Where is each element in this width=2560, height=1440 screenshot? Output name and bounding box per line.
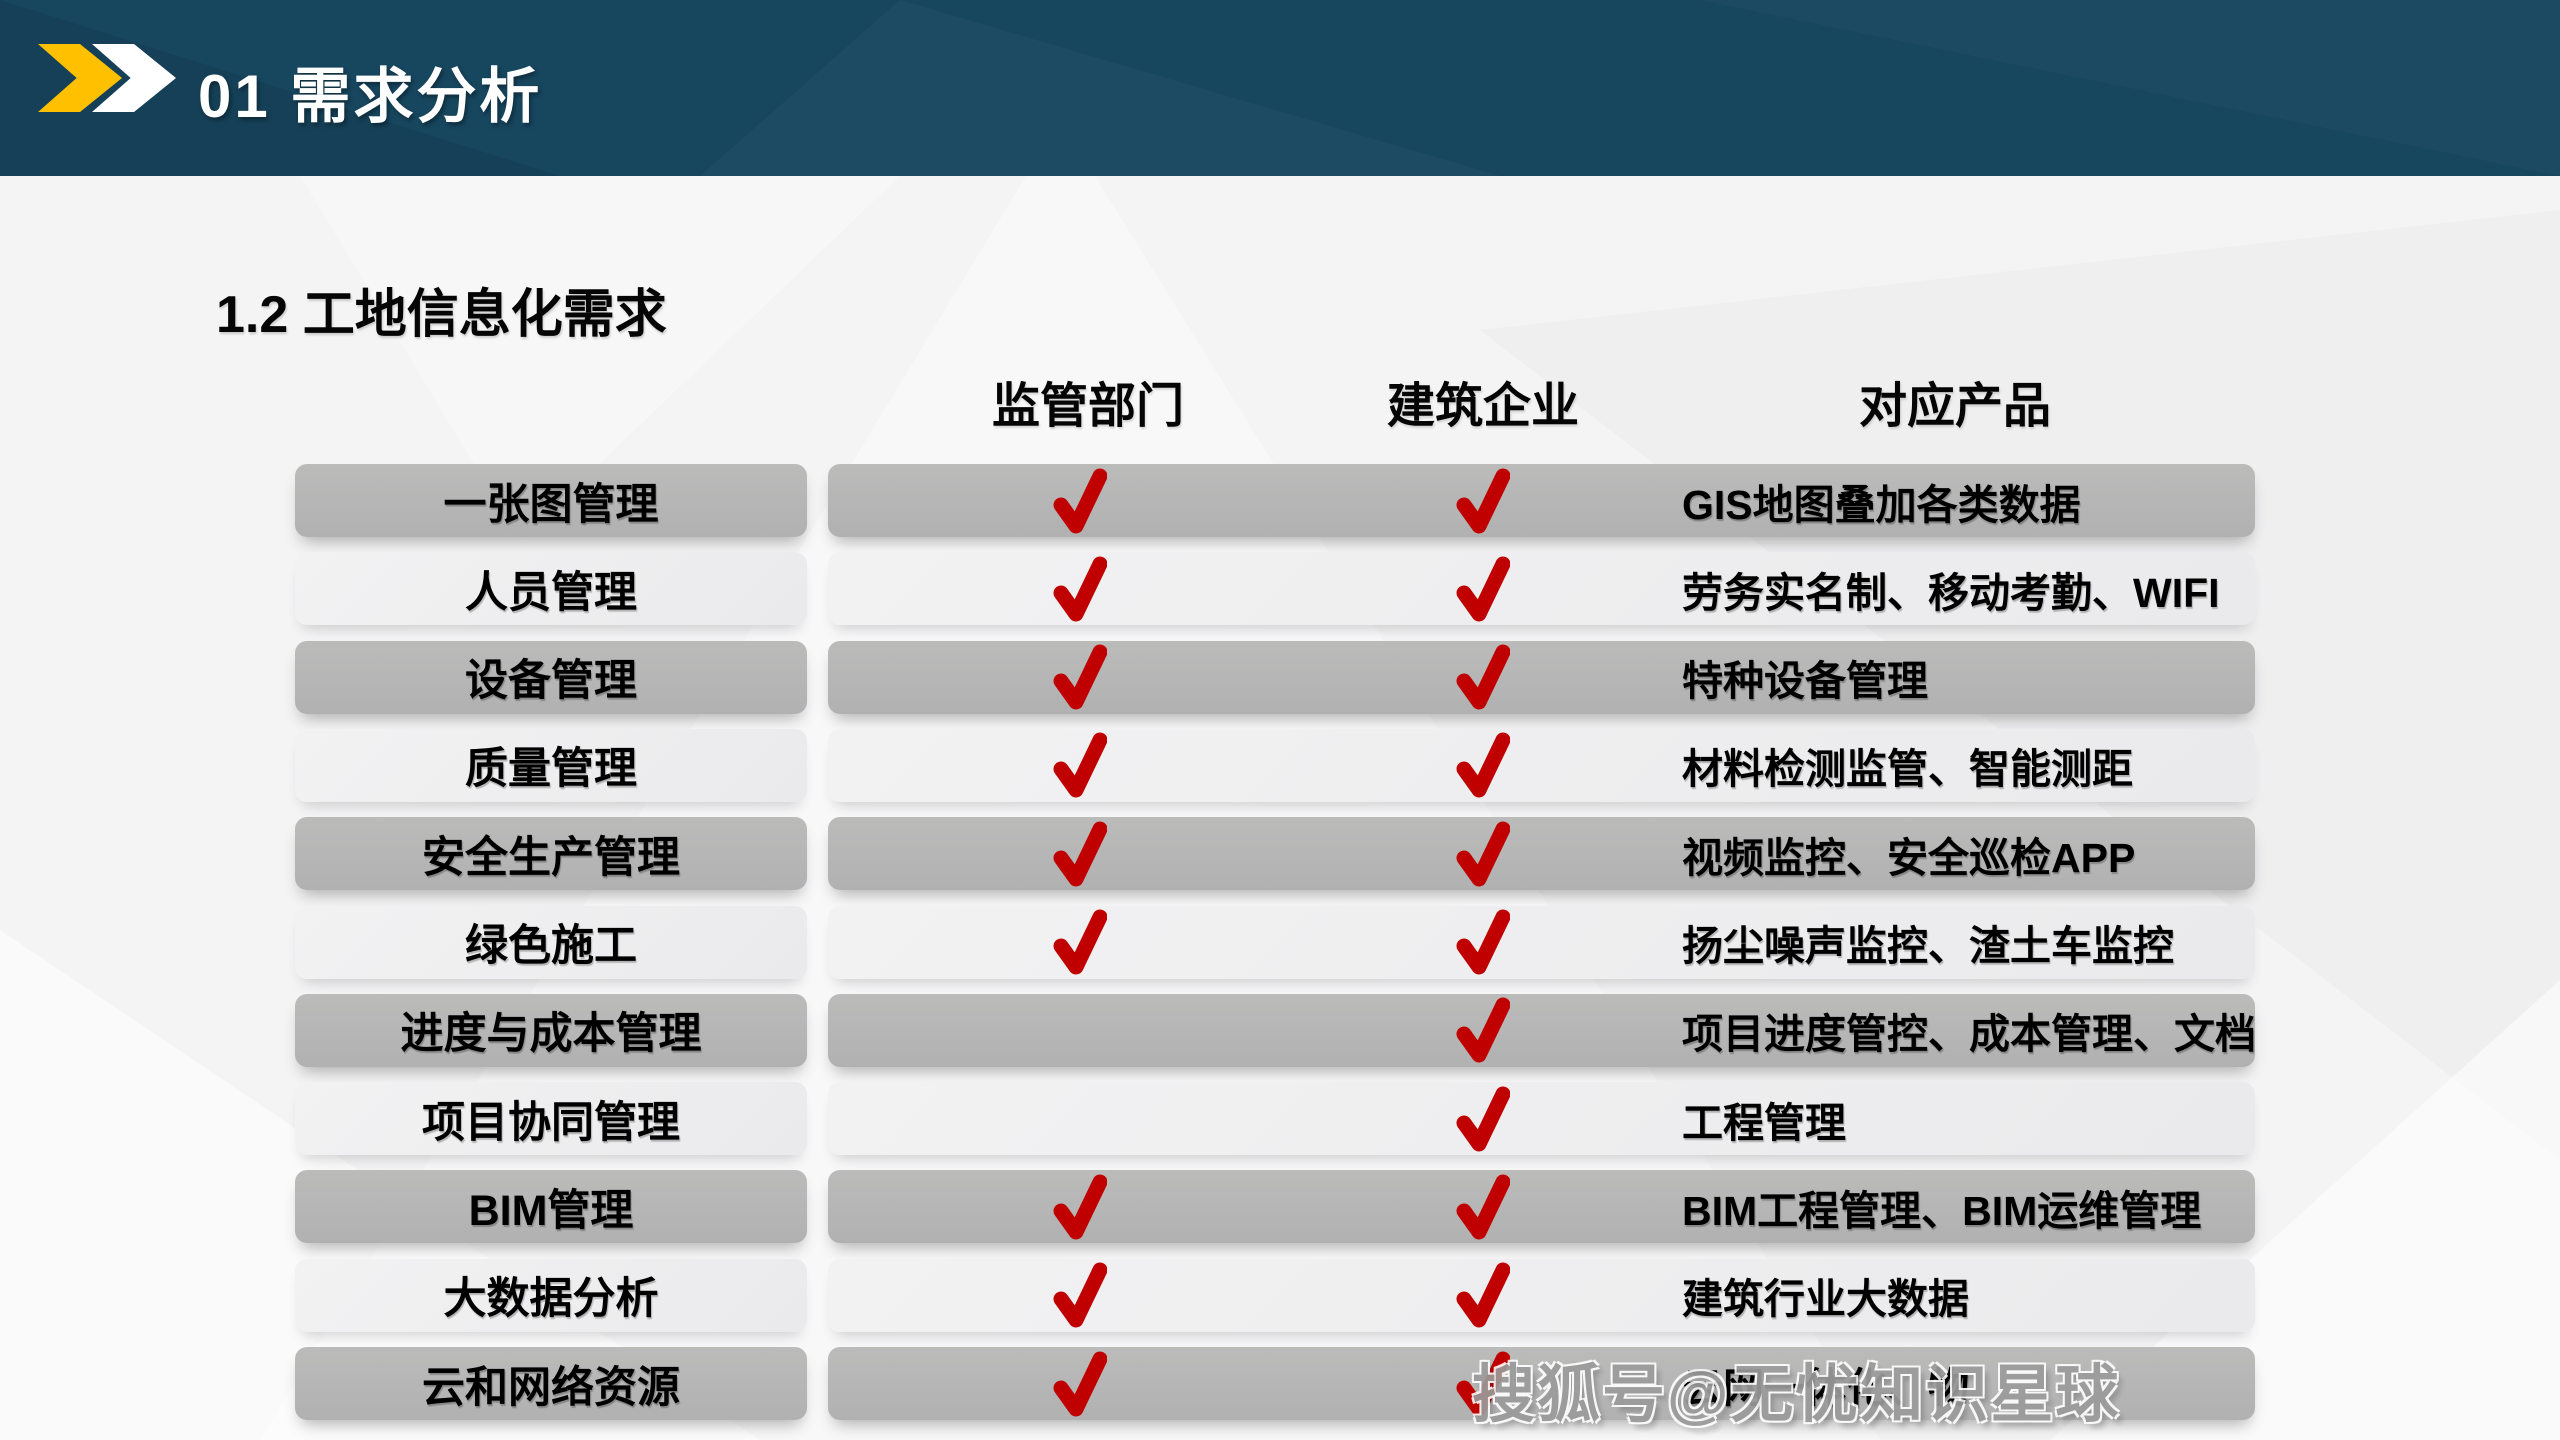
check-icon: [1053, 1351, 1107, 1416]
regulator-check-cell: [1015, 464, 1145, 537]
row-label: 安全生产管理: [422, 833, 680, 882]
row-label-box: 进度与成本管理: [295, 993, 807, 1067]
table-row: BIM管理 BIM工程管理、BIM运维管理: [0, 1170, 2560, 1244]
row-label: 大数据分析: [443, 1275, 659, 1324]
row-label-box: 安全生产管理: [295, 817, 807, 891]
table-row: 项目协同管理 工程管理: [0, 1082, 2560, 1156]
table-row: 人员管理 劳务实名制、移动考勤、WIFI: [0, 552, 2560, 626]
check-icon: [1053, 732, 1107, 798]
table-row: 进度与成本管理 项目进度管控、成本管理、文档: [0, 993, 2560, 1067]
enterprise-check-cell: [1418, 464, 1548, 537]
check-icon: [1053, 821, 1107, 887]
check-icon: [1053, 1174, 1107, 1240]
check-icon: [1053, 468, 1107, 533]
row-label: 质量管理: [465, 745, 637, 794]
row-product: 劳务实名制、移动考勤、WIFI: [1682, 569, 2220, 616]
column-header-product: 对应产品: [1858, 380, 2052, 433]
regulator-check-cell: [1015, 641, 1145, 714]
row-label: 设备管理: [465, 657, 637, 706]
header-background-pattern: [0, 0, 560, 176]
row-product: 建筑行业大数据: [1682, 1276, 1969, 1323]
check-icon: [1456, 556, 1510, 622]
row-product: GIS地图叠加各类数据: [1682, 481, 2081, 528]
check-icon: [1456, 644, 1510, 710]
row-product: 扬尘噪声监控、渣土车监控: [1682, 923, 2174, 969]
regulator-check-cell: [1015, 994, 1145, 1067]
enterprise-check-cell: [1418, 1259, 1548, 1332]
regulator-check-cell: [1015, 1170, 1145, 1243]
row-values-box: [828, 993, 2255, 1067]
table-row: 安全生产管理 视频监控、安全巡检APP: [0, 817, 2560, 891]
table-row: 绿色施工 扬尘噪声监控、渣土车监控: [0, 905, 2560, 979]
row-label: 项目协同管理: [422, 1098, 680, 1147]
row-label-box: 一张图管理: [295, 464, 807, 537]
table-row: 云和网络资源 云网一体化、物: [0, 1347, 2560, 1420]
check-icon: [1456, 909, 1510, 975]
row-label: 一张图管理: [443, 480, 659, 529]
table-row: 设备管理 特种设备管理: [0, 640, 2560, 714]
check-icon: [1456, 997, 1510, 1063]
row-product: 项目进度管控、成本管理、文档: [1682, 1011, 2256, 1058]
row-label-box: 设备管理: [295, 640, 807, 714]
regulator-check-cell: [1015, 817, 1145, 890]
row-label-box: 云和网络资源: [295, 1347, 807, 1420]
enterprise-check-cell: [1418, 1082, 1548, 1155]
check-icon: [1456, 1351, 1510, 1416]
row-label-box: 项目协同管理: [295, 1082, 807, 1156]
slide-header-title: 01 需求分析: [198, 63, 543, 130]
row-product: 特种设备管理: [1682, 658, 1928, 705]
check-icon: [1053, 556, 1107, 622]
check-icon: [1456, 468, 1510, 533]
check-icon: [1456, 821, 1510, 887]
row-label-box: BIM管理: [295, 1170, 807, 1244]
watermark: 搜狐号@无忧知识星球: [1472, 1360, 2121, 1430]
slide-header-bar: 01 需求分析: [0, 0, 2560, 176]
regulator-check-cell: [1015, 1347, 1145, 1420]
enterprise-check-cell: [1418, 1347, 1548, 1420]
table-row: 一张图管理 GIS地图叠加各类数据: [0, 464, 2560, 537]
row-label-box: 质量管理: [295, 728, 807, 802]
regulator-check-cell: [1015, 906, 1145, 979]
row-label: 云和网络资源: [422, 1363, 680, 1412]
table-row: 质量管理 材料检测监管、智能测距: [0, 728, 2560, 802]
table-row: 大数据分析 建筑行业大数据: [0, 1258, 2560, 1332]
enterprise-check-cell: [1418, 729, 1548, 802]
row-label-box: 绿色施工: [295, 905, 807, 979]
column-header-regulator: 监管部门: [991, 380, 1185, 433]
row-product: BIM工程管理、BIM运维管理: [1682, 1187, 2202, 1234]
row-label-box: 人员管理: [295, 552, 807, 626]
row-product: 工程管理: [1682, 1099, 1846, 1146]
row-label: 人员管理: [465, 568, 637, 617]
regulator-check-cell: [1015, 1082, 1145, 1155]
row-label: BIM管理: [468, 1186, 634, 1235]
row-product: 视频监控、安全巡检APP: [1682, 834, 2136, 881]
check-icon: [1053, 644, 1107, 710]
enterprise-check-cell: [1418, 994, 1548, 1067]
enterprise-check-cell: [1418, 641, 1548, 714]
check-icon: [1456, 1174, 1510, 1240]
check-icon: [1053, 1262, 1107, 1328]
check-icon: [1456, 1086, 1510, 1152]
enterprise-check-cell: [1418, 552, 1548, 625]
column-header-enterprise: 建筑企业: [1386, 380, 1580, 433]
check-icon: [1456, 732, 1510, 798]
check-icon: [1456, 1262, 1510, 1328]
regulator-check-cell: [1015, 552, 1145, 625]
row-label: 进度与成本管理: [400, 1010, 702, 1059]
enterprise-check-cell: [1418, 1170, 1548, 1243]
enterprise-check-cell: [1418, 817, 1548, 890]
row-product: 材料检测监管、智能测距: [1682, 746, 2133, 793]
regulator-check-cell: [1015, 1259, 1145, 1332]
enterprise-check-cell: [1418, 906, 1548, 979]
check-icon: [1053, 909, 1107, 975]
regulator-check-cell: [1015, 729, 1145, 802]
row-label: 绿色施工: [465, 922, 637, 970]
row-product: 云网一体化、物: [1682, 1364, 1969, 1411]
section-title: 1.2 工地信息化需求: [216, 286, 667, 344]
row-label-box: 大数据分析: [295, 1258, 807, 1332]
row-values-box: [828, 1082, 2255, 1156]
